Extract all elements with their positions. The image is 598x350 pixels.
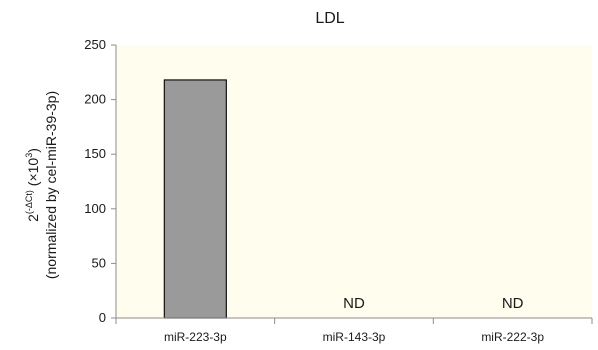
- chart-title: LDL: [315, 10, 344, 27]
- x-tick-label: miR-143-3p: [323, 330, 386, 344]
- y-tick-label: 150: [84, 146, 106, 161]
- x-tick-labels: miR-223-3p miR-143-3p miR-222-3p: [164, 330, 544, 344]
- y-tick-label: 50: [92, 255, 106, 270]
- y-axis-label: 2(-ΔCt) (×103) (normalized by cel-miR-39…: [24, 91, 59, 279]
- x-axis-ticks: [115, 318, 593, 324]
- y-tick-label: 100: [84, 201, 106, 216]
- y-tick-label: 0: [99, 310, 106, 325]
- y-axis-label-base: 2: [25, 214, 41, 222]
- y-tick-labels: 0 50 100 150 200 250: [84, 37, 106, 325]
- y-axis-label-mid: (×10: [25, 158, 41, 191]
- y-axis-ticks: [111, 44, 116, 319]
- y-axis-label-sup: (-ΔCt): [24, 190, 34, 214]
- y-axis-label-line1: 2(-ΔCt) (×103): [24, 148, 41, 222]
- data-label-miR-222-3p: ND: [502, 295, 524, 312]
- y-axis-label-line2: (normalized by cel-miR-39-3p): [43, 91, 59, 279]
- data-labels: ND ND: [343, 295, 523, 312]
- x-tick-label: miR-222-3p: [481, 330, 544, 344]
- y-tick-label: 200: [84, 92, 106, 107]
- bar-miR-223-3p: [163, 79, 227, 319]
- y-axis-label-sup2: 3: [24, 153, 34, 158]
- data-label-miR-143-3p: ND: [343, 295, 365, 312]
- y-axis-label-end: ): [25, 148, 41, 153]
- y-tick-label: 250: [84, 37, 106, 52]
- x-tick-label: miR-223-3p: [164, 330, 227, 344]
- bars: [163, 79, 227, 319]
